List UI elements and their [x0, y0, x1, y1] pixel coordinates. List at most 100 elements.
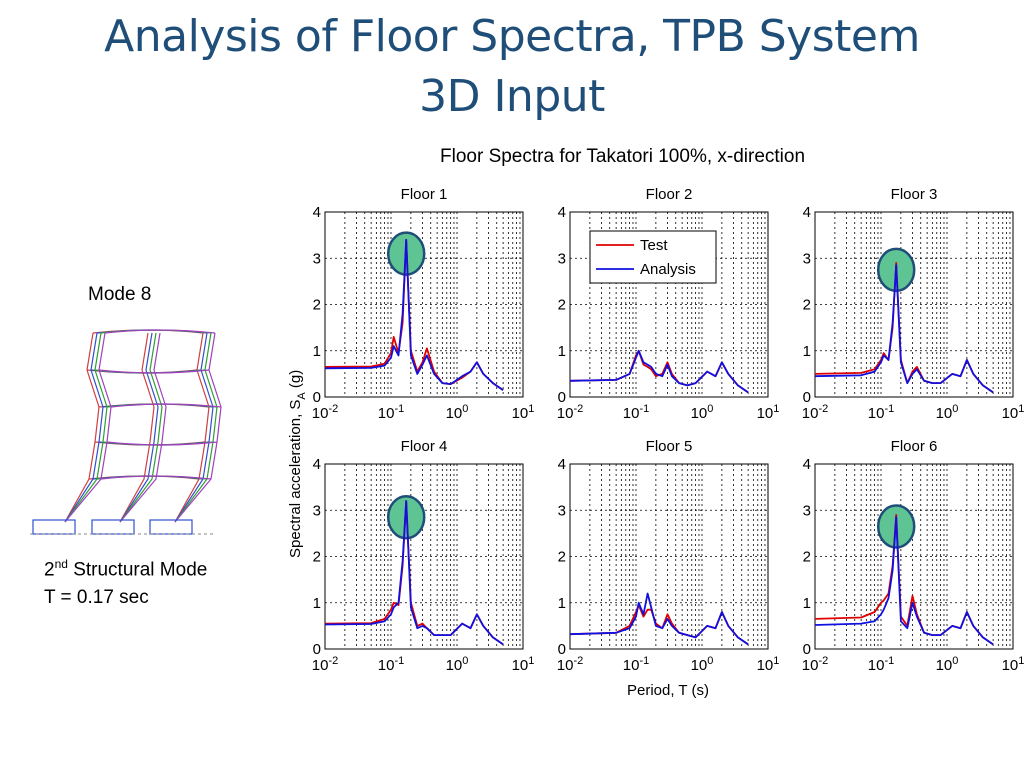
chart-panel-6: Floor 6 0 1 2 3 4 10-2 10-1 100 101 [802, 438, 1024, 674]
mode-shape-column [64, 332, 112, 523]
y-tick-label: 3 [313, 250, 321, 267]
x-tick-label: 10-2 [557, 655, 583, 674]
x-tick-label: 100 [936, 655, 959, 674]
panel-title: Floor 4 [401, 438, 448, 455]
caption-ordinal-suffix: nd [54, 557, 68, 571]
legend-label-test: Test [640, 237, 668, 254]
panel-title: Floor 2 [646, 186, 693, 203]
panel-title: Floor 1 [401, 186, 448, 203]
y-tick-label: 1 [558, 595, 566, 612]
period-caption: T = 0.17 sec [44, 587, 149, 608]
y-tick-label: 4 [803, 456, 811, 473]
x-tick-label: 10-2 [802, 403, 828, 422]
x-tick-label: 10-1 [868, 403, 894, 422]
mode-shape-column [174, 332, 214, 523]
panel-title: Floor 5 [646, 438, 693, 455]
x-tick-label: 100 [691, 403, 714, 422]
x-tick-label: 101 [757, 655, 780, 674]
grid-lines [815, 212, 1013, 397]
x-tick-label: 10-1 [868, 655, 894, 674]
grid-lines [325, 464, 523, 649]
y-tick-label: 0 [313, 389, 321, 406]
mode-shape-column [174, 332, 210, 523]
y-tick-label: 1 [803, 595, 811, 612]
y-tick-label: 0 [803, 389, 811, 406]
y-tick-label: 3 [558, 250, 566, 267]
slide-title-line1: Analysis of Floor Spectra, TPB System [104, 11, 920, 62]
plot-frame [814, 463, 1014, 650]
plot-frame [569, 211, 769, 398]
x-tick-label: 101 [1002, 403, 1024, 422]
y-tick-label: 3 [313, 502, 321, 519]
y-tick-label: 2 [313, 297, 321, 314]
y-tick-label: 2 [803, 549, 811, 566]
y-tick-label: 0 [558, 641, 566, 658]
legend-box [589, 230, 717, 284]
y-tick-label: 2 [558, 297, 566, 314]
chart-panel-1: Floor 1 0 1 2 3 4 10-2 10-1 100 101 [312, 186, 535, 422]
mode-shape-column [119, 332, 155, 523]
x-tick-label: 10-2 [557, 403, 583, 422]
mode-shape-isolator [91, 519, 135, 535]
mode-shape-column [119, 332, 159, 523]
y-tick-label: 4 [313, 204, 321, 221]
x-tick-label: 100 [446, 655, 469, 674]
grid-lines [325, 212, 523, 397]
grid-lines [570, 464, 768, 649]
series-line-test [569, 349, 749, 394]
x-tick-label: 10-1 [378, 403, 404, 422]
figure-title: Floor Spectra for Takatori 100%, x-direc… [440, 146, 806, 167]
y-tick-label: 2 [313, 549, 321, 566]
caption-mode-text: Structural Mode [67, 559, 208, 581]
panel-title: Floor 3 [891, 186, 938, 203]
x-tick-label: 10-2 [802, 655, 828, 674]
y-tick-label: 1 [313, 595, 321, 612]
y-tick-label: 2 [558, 549, 566, 566]
y-axis-label: Spectral acceleration, SA (g) [287, 370, 308, 558]
x-tick-label: 10-2 [312, 403, 338, 422]
x-tick-label: 101 [512, 403, 535, 422]
y-tick-label: 3 [558, 502, 566, 519]
y-tick-label: 4 [313, 456, 321, 473]
mode-shape-trace [64, 329, 222, 523]
y-tick-label: 4 [558, 456, 566, 473]
chart-panel-3: Floor 3 0 1 2 3 4 10-2 10-1 100 101 [802, 186, 1024, 422]
chart-panel-2: Floor 2 0 1 2 3 4 10-2 10-1 100 101 Test Analysis [557, 186, 780, 422]
chart-panel-4: Floor 4 0 1 2 3 4 10-2 10-1 100 101 [312, 438, 535, 674]
series-line-analysis [569, 349, 749, 394]
y-tick-label: 4 [803, 204, 811, 221]
mode-shape-floor [110, 403, 222, 408]
mode-shape-column [174, 332, 218, 523]
y-tick-label: 1 [803, 343, 811, 360]
y-tick-label: 3 [803, 250, 811, 267]
legend: Test Analysis [589, 230, 717, 284]
x-tick-label: 10-1 [623, 655, 649, 674]
mode-caption: 2nd Structural Mode [44, 557, 207, 581]
plot-frame [814, 211, 1014, 398]
mode-shape-floor [106, 441, 218, 446]
plot-frame [324, 463, 524, 650]
series-line-analysis [814, 516, 994, 646]
series-line-analysis [324, 238, 504, 391]
grid-lines [815, 464, 1013, 649]
mode-shape-floor [104, 329, 216, 334]
x-tick-label: 100 [446, 403, 469, 422]
mode-label: Mode 8 [88, 284, 152, 305]
plot-frame [569, 463, 769, 650]
y-tick-label: 1 [558, 343, 566, 360]
x-tick-label: 10-1 [378, 655, 404, 674]
mode-shape-column [119, 332, 167, 523]
x-tick-label: 100 [691, 655, 714, 674]
series-line-test [569, 604, 749, 646]
x-tick-label: 101 [757, 403, 780, 422]
mode-shape-floor [98, 369, 210, 374]
x-axis-label: Period, T (s) [627, 682, 709, 699]
y-tick-label: 4 [558, 204, 566, 221]
y-tick-label: 2 [803, 297, 811, 314]
x-tick-label: 100 [936, 403, 959, 422]
y-tick-label: 0 [803, 641, 811, 658]
x-tick-label: 10-1 [623, 403, 649, 422]
series-line-analysis [569, 592, 749, 646]
